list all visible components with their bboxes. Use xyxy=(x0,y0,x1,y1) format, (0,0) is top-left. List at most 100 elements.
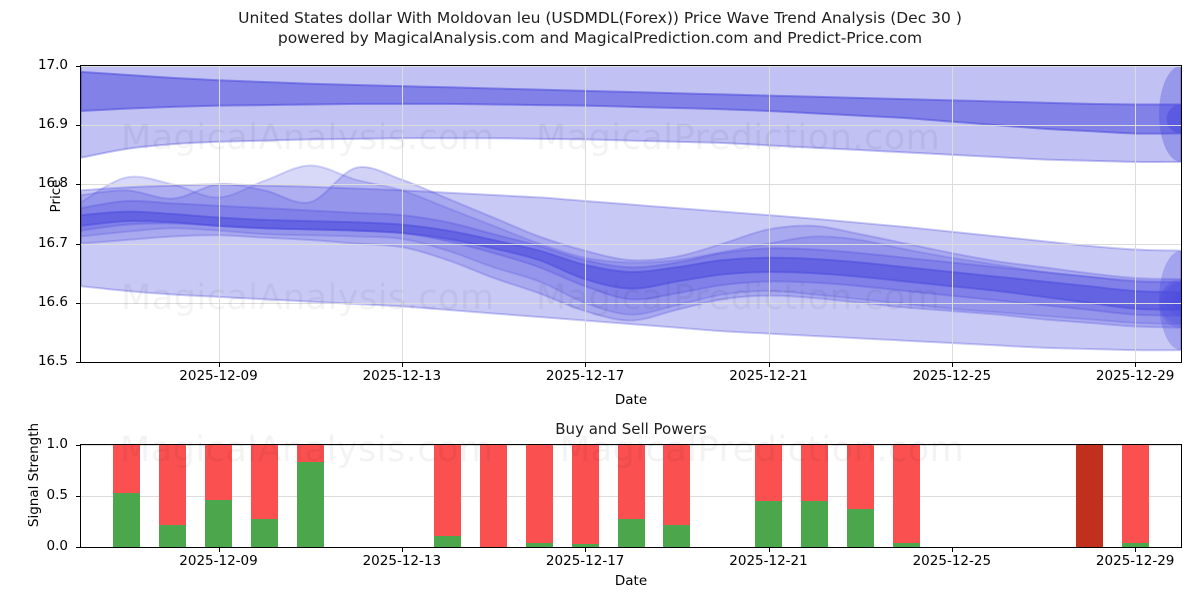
buy-power-segment xyxy=(434,535,462,547)
power-ytick-label-2: 1.0 xyxy=(46,436,68,452)
power-bar[interactable] xyxy=(434,445,462,547)
price-ytick-mark-5 xyxy=(76,66,80,67)
power-bar[interactable] xyxy=(846,445,874,547)
power-bar[interactable] xyxy=(250,445,278,547)
power-bar[interactable] xyxy=(525,445,553,547)
price-xtick-mark-1 xyxy=(401,363,403,367)
price-xtick-mark-3 xyxy=(768,363,770,367)
buy-power-segment xyxy=(250,518,278,547)
price-band-wave-core-band xyxy=(81,210,1181,311)
page-subtitle: powered by MagicalAnalysis.com and Magic… xyxy=(277,29,923,47)
sell-power-segment xyxy=(800,445,828,502)
price-gridline-v-0 xyxy=(218,66,220,362)
price-xtick-mark-5 xyxy=(1135,363,1137,367)
power-bar[interactable] xyxy=(113,445,141,547)
price-gridline-v-5 xyxy=(1135,66,1137,362)
price-xtick-label-5: 2025-12-29 xyxy=(1095,368,1175,384)
power-xtick-mark-5 xyxy=(1135,548,1137,552)
buy-power-segment xyxy=(617,518,645,547)
power-chart-title: Buy and Sell Powers xyxy=(555,420,707,438)
price-gridline-v-2 xyxy=(585,66,587,362)
chart-title-block: United States dollar With Moldovan leu (… xyxy=(0,8,1200,48)
buy-power-segment xyxy=(525,542,553,547)
sell-power-segment xyxy=(1121,445,1149,543)
power-bar[interactable] xyxy=(571,445,599,547)
buy-power-segment xyxy=(205,500,232,547)
price-xtick-mark-0 xyxy=(218,363,220,367)
sell-power-segment xyxy=(755,445,782,502)
power-bar[interactable] xyxy=(617,445,645,547)
sell-power-segment xyxy=(571,445,599,544)
price-ytick-label-0: 16.5 xyxy=(37,353,68,369)
power-xtick-mark-2 xyxy=(585,548,587,552)
price-gridline-h-0 xyxy=(81,362,1181,363)
price-band-wave-band-1 xyxy=(81,164,1181,326)
price-x-axis-label: Date xyxy=(614,392,648,408)
power-bar[interactable] xyxy=(159,445,187,547)
price-xtick-label-2: 2025-12-17 xyxy=(545,368,625,384)
buy-power-segment xyxy=(892,542,920,547)
price-gridline-h-3 xyxy=(81,184,1181,186)
power-xtick-label-2: 2025-12-17 xyxy=(545,553,625,569)
buy-power-segment xyxy=(800,501,828,547)
power-gridline-h-0 xyxy=(81,547,1181,548)
price-ytick-label-1: 16.6 xyxy=(37,293,68,310)
sell-power-segment xyxy=(525,445,553,543)
power-xtick-mark-4 xyxy=(951,548,953,552)
price-xtick-mark-2 xyxy=(585,363,587,367)
price-gridline-h-1 xyxy=(81,302,1181,304)
price-gridline-h-4 xyxy=(81,125,1181,127)
power-xtick-mark-0 xyxy=(218,548,220,552)
power-bar[interactable] xyxy=(1121,445,1149,547)
power-bar[interactable] xyxy=(663,445,691,547)
power-ytick-mark-0 xyxy=(76,547,80,548)
price-wave-chart-plot-area: MagicalAnalysis.com MagicalPrediction.co… xyxy=(80,65,1182,363)
buy-power-segment xyxy=(846,508,874,547)
power-xtick-label-5: 2025-12-29 xyxy=(1095,553,1175,569)
power-xtick-mark-3 xyxy=(768,548,770,552)
price-gridline-h-2 xyxy=(81,243,1181,245)
power-bar[interactable] xyxy=(1075,445,1103,547)
sell-power-segment xyxy=(846,445,874,509)
price-xtick-label-4: 2025-12-25 xyxy=(912,368,992,384)
price-ytick-label-2: 16.7 xyxy=(37,234,68,251)
buy-power-segment xyxy=(1121,542,1149,547)
sell-power-segment xyxy=(1075,445,1103,547)
price-wave-bands xyxy=(81,66,1181,352)
price-gridline-v-3 xyxy=(768,66,770,362)
price-band-cap-upper-inner-band xyxy=(1166,104,1181,134)
sell-power-segment xyxy=(159,445,187,525)
sell-power-segment xyxy=(205,445,232,501)
sell-power-segment xyxy=(113,445,141,493)
power-y-axis-label: Signal Strength xyxy=(26,422,42,528)
power-xtick-mark-1 xyxy=(401,548,403,552)
power-bar[interactable] xyxy=(296,445,324,547)
price-ytick-label-5: 17.0 xyxy=(37,57,68,73)
power-ytick-mark-2 xyxy=(76,445,80,446)
power-x-axis-label: Date xyxy=(614,573,648,589)
page-title: United States dollar With Moldovan leu (… xyxy=(238,9,962,27)
buy-power-segment xyxy=(571,543,599,547)
price-ytick-mark-2 xyxy=(76,243,80,245)
power-xtick-label-3: 2025-12-21 xyxy=(729,553,808,569)
sell-power-segment xyxy=(250,445,278,519)
power-bar[interactable] xyxy=(480,445,507,547)
price-xtick-label-1: 2025-12-13 xyxy=(362,368,442,384)
price-gridline-v-4 xyxy=(951,66,953,362)
price-y-axis-label: Price xyxy=(48,179,64,213)
buy-power-segment xyxy=(296,462,324,547)
sell-power-segment xyxy=(617,445,645,519)
power-bar[interactable] xyxy=(205,445,232,547)
power-bar[interactable] xyxy=(800,445,828,547)
price-xtick-label-0: 2025-12-09 xyxy=(179,368,258,384)
buy-power-segment xyxy=(113,492,141,547)
buy-power-segment xyxy=(159,524,187,547)
price-xtick-label-3: 2025-12-21 xyxy=(729,368,808,384)
price-ytick-label-3: 16.8 xyxy=(37,175,68,192)
price-ytick-mark-3 xyxy=(76,184,80,186)
power-bar[interactable] xyxy=(892,445,920,547)
sell-power-segment xyxy=(296,445,324,463)
price-band-wave-band-2 xyxy=(81,166,1181,329)
price-ytick-mark-1 xyxy=(76,302,80,304)
power-bar[interactable] xyxy=(755,445,782,547)
